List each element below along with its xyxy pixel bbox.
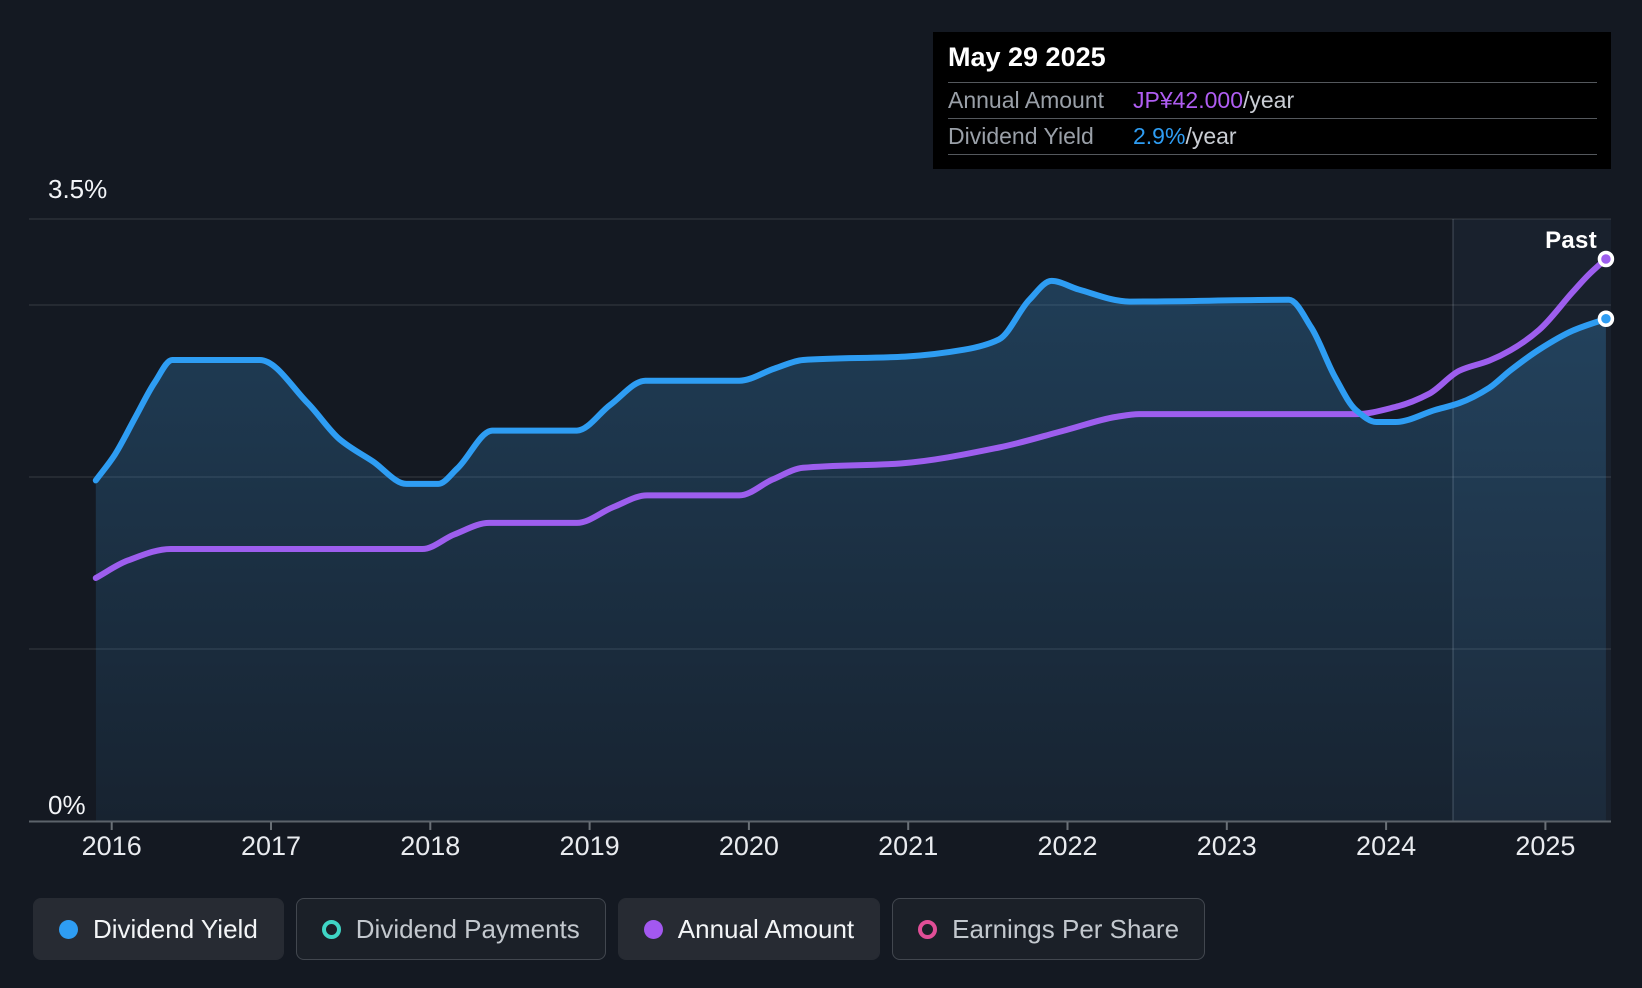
legend-label: Dividend Yield xyxy=(93,913,258,944)
tooltip-row-suffix: /year xyxy=(1242,87,1295,113)
x-axis-label: 2018 xyxy=(400,831,461,861)
tooltip-date: May 29 2025 xyxy=(948,41,1106,72)
tooltip-row-value: 2.9% xyxy=(1133,123,1186,149)
x-axis-label: 2022 xyxy=(1037,831,1098,861)
x-axis-label: 2016 xyxy=(81,831,142,861)
dividend-yield-end-dot xyxy=(1597,310,1615,328)
legend-earnings-per-share[interactable]: Earnings Per Share xyxy=(892,898,1206,960)
outline-dot-icon xyxy=(321,919,341,939)
x-axis-label: 2019 xyxy=(559,831,620,861)
legend-label: Earnings Per Share xyxy=(952,913,1180,944)
x-axis-label: 2025 xyxy=(1515,831,1576,861)
tooltip-row-value: JP¥42.000 xyxy=(1133,87,1243,113)
x-axis-label: 2023 xyxy=(1196,831,1257,861)
tooltip-row-label: Annual Amount xyxy=(948,87,1105,113)
legend: Dividend Yield Dividend Payments Annual Am… xyxy=(33,898,1206,960)
x-axis-label: 2020 xyxy=(718,831,779,861)
annual-amount-end-dot xyxy=(1597,250,1615,268)
x-axis-label: 2021 xyxy=(878,831,939,861)
y-axis-label-min: 0% xyxy=(48,790,86,820)
filled-dot-icon xyxy=(59,919,78,939)
legend-label: Dividend Payments xyxy=(355,913,580,944)
legend-dividend-payments[interactable]: Dividend Payments xyxy=(295,898,606,960)
legend-label: Annual Amount xyxy=(677,913,855,944)
tooltip-row-suffix: /year xyxy=(1185,123,1237,149)
chart-tooltip: May 29 2025 Annual Amount JP¥42.000/year D… xyxy=(933,32,1611,169)
y-axis-label-max: 3.5% xyxy=(48,174,108,204)
annual-amount-line xyxy=(92,256,1609,581)
x-axis-label: 2017 xyxy=(240,831,302,861)
legend-annual-amount[interactable]: Annual Amount xyxy=(617,898,881,960)
tooltip-row: Dividend Yield 2.9%/year xyxy=(948,118,1597,154)
filled-dot-icon xyxy=(643,919,663,939)
legend-dividend-yield[interactable]: Dividend Yield xyxy=(33,898,284,960)
x-axis-label: 2024 xyxy=(1356,831,1417,861)
past-label: Past xyxy=(1545,227,1597,254)
tooltip-row-label: Dividend Yield xyxy=(948,123,1094,149)
outline-dot-icon xyxy=(918,919,938,939)
tooltip-footer-line xyxy=(948,154,1597,171)
tooltip-row: Annual Amount JP¥42.000/year xyxy=(948,82,1597,118)
dividend-yield-line xyxy=(92,277,1609,487)
